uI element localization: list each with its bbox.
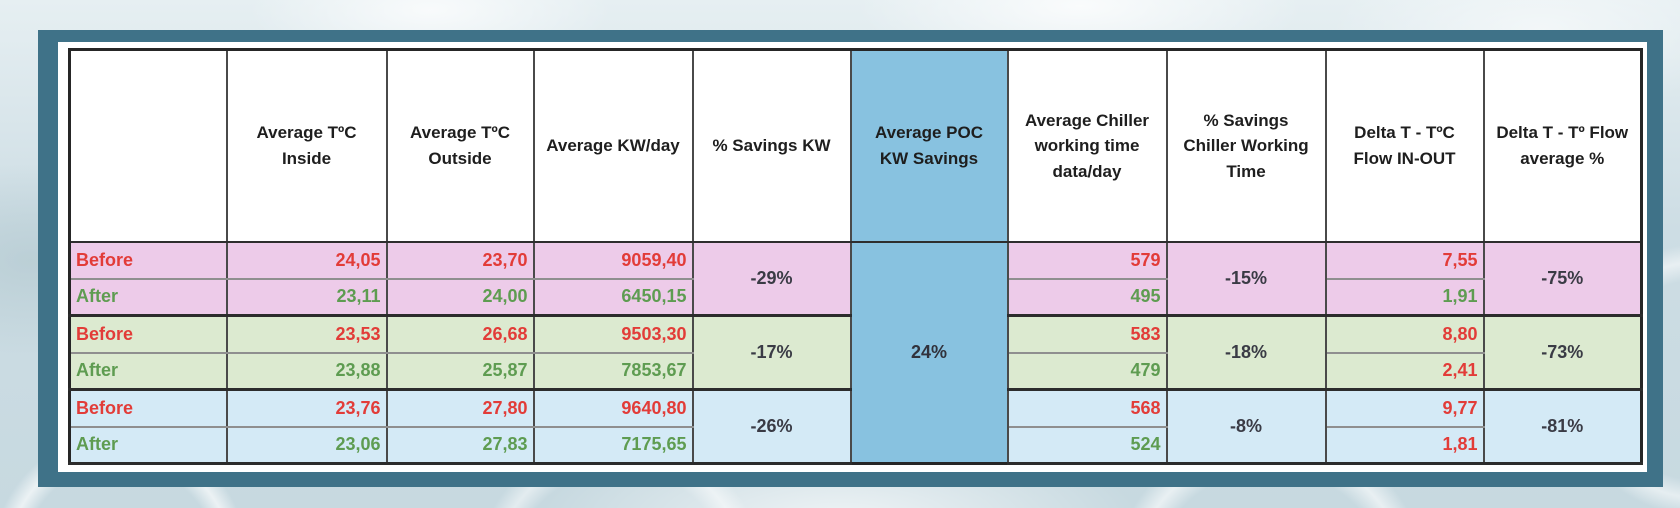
avg-kw-day-cell: 9059,40 — [532, 241, 694, 280]
header-avg-t-outside: Average TºC Outside — [385, 49, 535, 243]
chiller-working-time-cell: 479 — [1006, 352, 1168, 391]
table-mat: Average TºC Inside Average TºC Outside A… — [58, 42, 1647, 472]
avg-t-outside-cell: 23,70 — [385, 241, 535, 280]
avg-t-inside-cell: 24,05 — [225, 241, 388, 280]
avg-t-inside-cell: 23,76 — [225, 389, 388, 428]
delta-t-flow-cell: 9,77 — [1324, 389, 1485, 428]
delta-t-flow-average-cell: -73% — [1482, 315, 1643, 391]
avg-kw-day-cell: 6450,15 — [532, 278, 694, 317]
delta-t-flow-cell: 7,55 — [1324, 241, 1485, 280]
avg-t-outside-cell: 26,68 — [385, 315, 535, 354]
avg-t-outside-cell: 27,83 — [385, 426, 535, 465]
header-savings-chiller-working-time: % Savings Chiller Working Time — [1165, 49, 1327, 243]
row-label: Before — [68, 241, 228, 280]
chiller-working-time-cell: 524 — [1006, 426, 1168, 465]
header-delta-t-flow-in-out: Delta T - TºC Flow IN-OUT — [1324, 49, 1485, 243]
results-table: Average TºC Inside Average TºC Outside A… — [68, 48, 1643, 465]
header-row: Average TºC Inside Average TºC Outside A… — [68, 49, 1643, 243]
delta-t-flow-average-cell: -81% — [1482, 389, 1643, 465]
savings-chiller-working-time-cell: -15% — [1165, 241, 1327, 317]
savings-kw-cell: -26% — [691, 389, 852, 465]
row-after-1: After 23,11 24,00 6450,15 495 1,91 — [68, 278, 1642, 317]
header-delta-t-flow-average: Delta T - Tº Flow average % — [1482, 49, 1643, 243]
row-after-2: After 23,88 25,87 7853,67 479 2,41 — [68, 352, 1642, 391]
row-before-3: Before 23,76 27,80 9640,80 -26% 568 -8% … — [68, 389, 1643, 465]
delta-t-flow-cell: 1,81 — [1324, 426, 1485, 465]
row-label: Before — [68, 315, 228, 354]
chiller-working-time-cell: 579 — [1006, 241, 1168, 280]
row-label: Before — [68, 389, 228, 428]
avg-t-outside-cell: 24,00 — [385, 278, 535, 317]
chiller-working-time-cell: 583 — [1006, 315, 1168, 354]
delta-t-flow-cell: 1,91 — [1324, 278, 1485, 317]
avg-t-inside-cell: 23,06 — [225, 426, 388, 465]
row-after-3: After 23,06 27,83 7175,65 524 1,81 — [68, 426, 1642, 465]
avg-kw-day-cell: 9640,80 — [532, 389, 694, 428]
header-chiller-working-time: Average Chiller working time data/day — [1006, 49, 1168, 243]
avg-kw-day-cell: 7175,65 — [532, 426, 694, 465]
savings-kw-cell: -29% — [691, 241, 852, 317]
poc-kw-savings-cell: 24% — [849, 241, 1009, 464]
savings-chiller-working-time-cell: -8% — [1165, 389, 1327, 465]
header-savings-kw: % Savings KW — [691, 49, 852, 243]
avg-kw-day-cell: 7853,67 — [532, 352, 694, 391]
header-avg-kw-day: Average KW/day — [532, 49, 694, 243]
delta-t-flow-cell: 8,80 — [1324, 315, 1485, 354]
row-label: After — [68, 278, 228, 317]
chiller-working-time-cell: 495 — [1006, 278, 1168, 317]
corner-header-cell — [68, 49, 228, 243]
chiller-working-time-cell: 568 — [1006, 389, 1168, 428]
avg-t-inside-cell: 23,88 — [225, 352, 388, 391]
delta-t-flow-average-cell: -75% — [1482, 241, 1643, 317]
row-before-1: Before 24,05 23,70 9059,40 -29% 24% 579 … — [68, 241, 1643, 464]
row-label: After — [68, 426, 228, 465]
savings-chiller-working-time-cell: -18% — [1165, 315, 1327, 391]
avg-t-inside-cell: 23,53 — [225, 315, 388, 354]
savings-kw-cell: -17% — [691, 315, 852, 391]
avg-t-outside-cell: 27,80 — [385, 389, 535, 428]
row-before-2: Before 23,53 26,68 9503,30 -17% 583 -18%… — [68, 315, 1643, 391]
row-label: After — [68, 352, 228, 391]
header-avg-t-inside: Average TºC Inside — [225, 49, 388, 243]
delta-t-flow-cell: 2,41 — [1324, 352, 1485, 391]
table-frame: Average TºC Inside Average TºC Outside A… — [38, 30, 1663, 487]
avg-t-inside-cell: 23,11 — [225, 278, 388, 317]
header-avg-poc-kw-savings: Average POC KW Savings — [849, 49, 1009, 243]
avg-kw-day-cell: 9503,30 — [532, 315, 694, 354]
avg-t-outside-cell: 25,87 — [385, 352, 535, 391]
